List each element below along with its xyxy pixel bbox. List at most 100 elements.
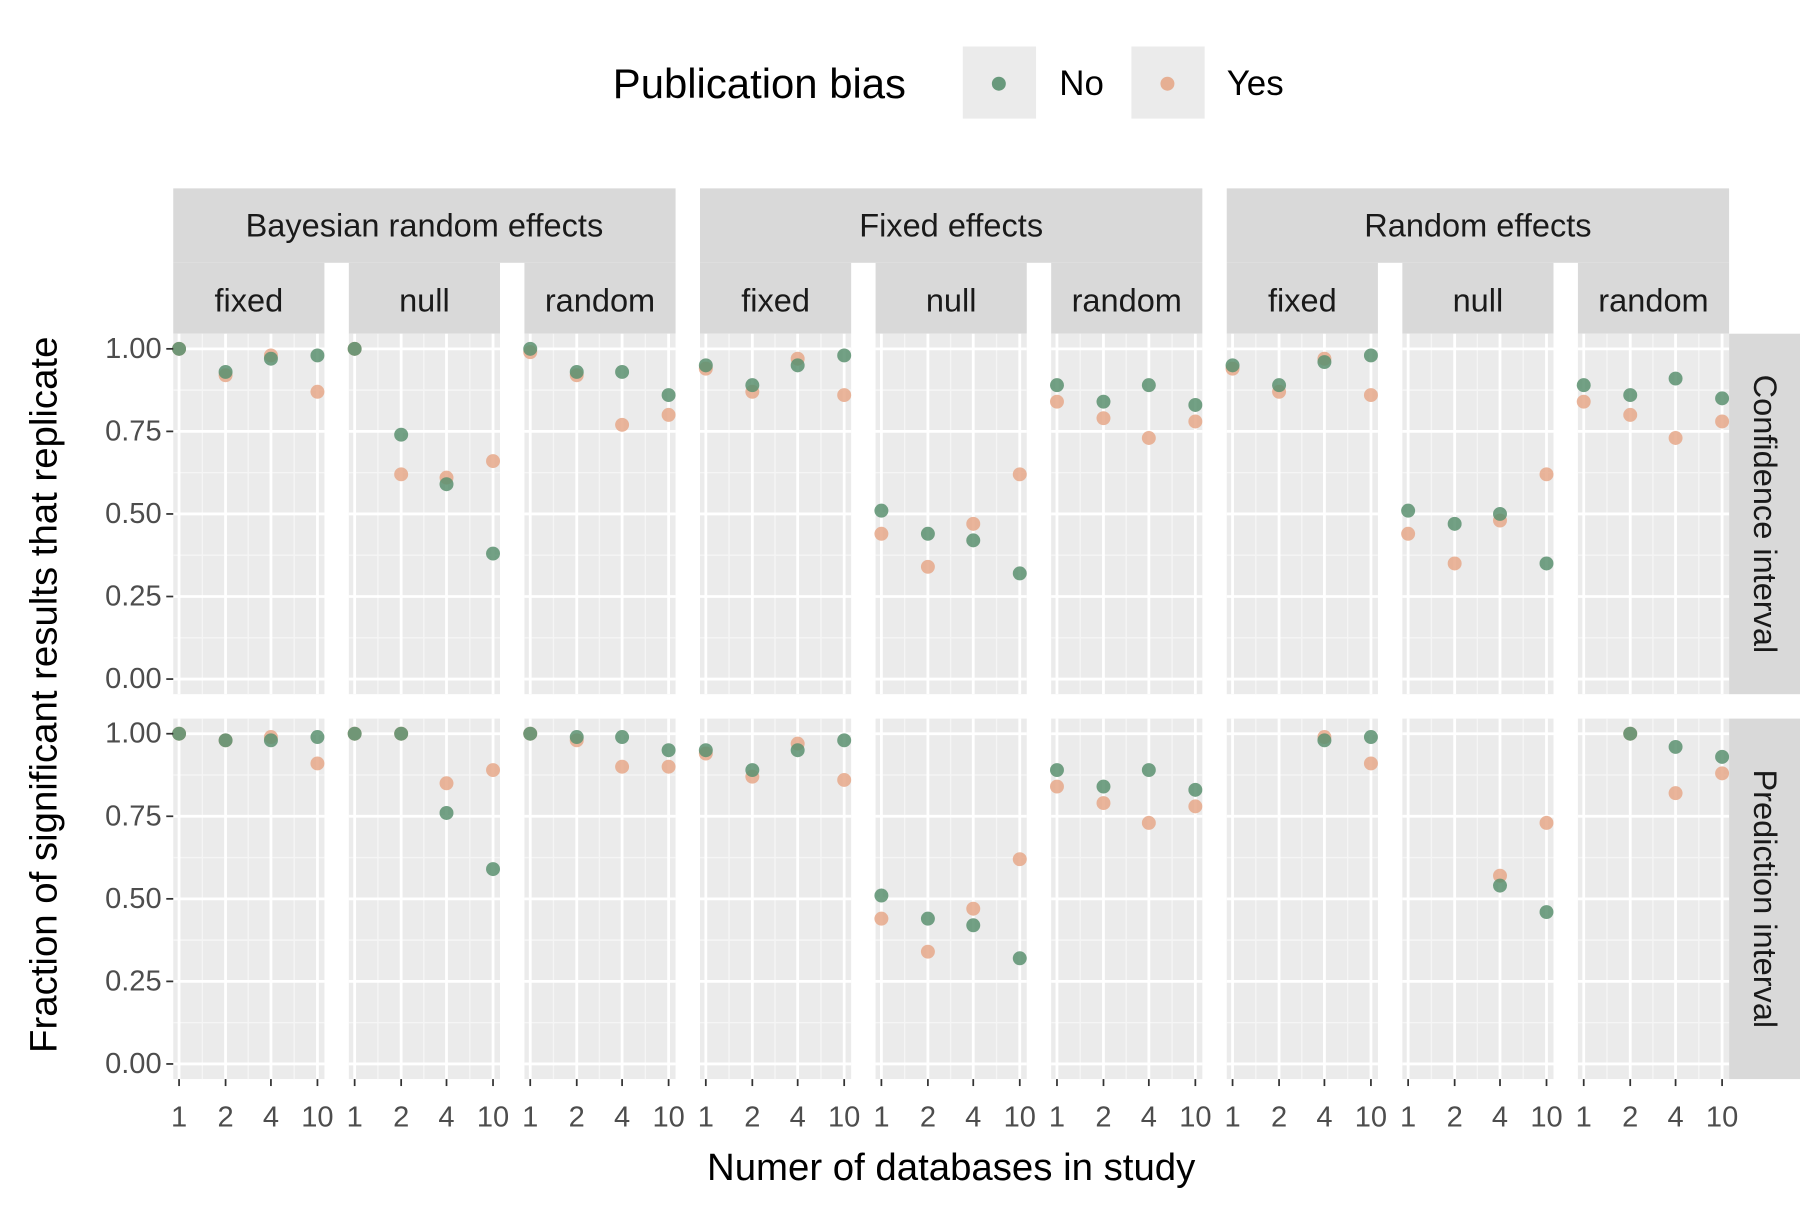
data-point-no [218,364,233,379]
data-point-no [745,378,760,393]
data-point-no [1188,398,1203,412]
data-point-yes [920,559,935,574]
data-point-yes [1539,815,1554,830]
x-tick-label: 1 [873,1101,889,1133]
data-point-no [439,477,454,492]
y-tick-label: 0.50 [105,883,162,915]
data-point-no [263,351,278,366]
data-point-no [486,862,500,877]
data-point-no [1715,749,1730,764]
data-point-yes [1493,868,1507,883]
data-point-no [1050,763,1064,778]
x-tick-label: 1 [1224,1101,1240,1133]
data-point-yes [1050,779,1064,794]
strip-subgroup-label: fixed [214,283,283,319]
x-tick-label: 10 [301,1101,333,1133]
data-point-no [837,733,852,748]
x-tick-label: 10 [1179,1101,1211,1133]
axes: 0.00 0.25 0.50 0.75 1.00 0.00 0.25 0.50 0.75 1.00… [105,333,1738,1134]
data-point-no [218,733,233,748]
x-tick-label: 10 [1530,1101,1562,1133]
data-point-yes [1447,556,1462,571]
data-point-no [1225,358,1240,373]
data-point-no [1623,388,1638,403]
x-tick-label: 2 [920,1101,936,1133]
data-point-no [1096,394,1111,409]
data-point-yes [1363,756,1378,771]
data-point-no [1272,378,1287,393]
data-point-no [439,806,454,820]
data-point-no [1668,739,1683,754]
data-point-no [920,911,935,926]
legend-title: Publication bias [613,60,906,107]
strip-group-bg [1226,188,1730,263]
strip-subgroup-label: null [1453,283,1504,319]
data-point-yes [1576,394,1591,409]
y-tick-label: 0.00 [105,663,162,695]
y-tick-label: 1.00 [105,333,162,365]
x-tick-label: 10 [652,1101,684,1133]
data-point-yes [837,388,852,403]
data-point-no [1493,878,1507,893]
data-point-yes [1668,431,1683,445]
x-tick-label: 1 [1576,1101,1592,1133]
data-point-no [966,918,981,933]
data-point-yes [874,911,889,926]
data-point-yes [920,944,935,959]
data-point-no [394,726,409,741]
data-point-no [874,888,889,903]
data-point-yes [837,772,852,787]
strip-group-bg [173,188,676,263]
x-tick-label: 4 [965,1101,981,1133]
data-point-no [1012,951,1027,966]
y-tick-label: 0.00 [105,1048,162,1080]
legend-point-no [991,76,1006,91]
strip-subgroup-bg [348,262,500,334]
data-point-no [698,358,713,373]
data-point-yes [1401,526,1416,541]
data-point-yes [966,516,981,531]
data-point-no [1401,503,1416,518]
data-point-no [745,763,760,778]
data-point-yes [1141,431,1156,445]
data-point-no [263,733,278,748]
strip-subgroup-label: random [1072,283,1182,319]
x-tick-label: 10 [1004,1101,1036,1133]
data-point-no [310,730,325,744]
data-point-no [615,364,630,379]
data-point-no [1363,348,1378,363]
data-point-yes [310,756,325,771]
data-point-no [698,743,713,758]
strip-subgroup-label: null [399,283,450,319]
data-point-no [172,341,187,356]
data-point-no [310,348,325,363]
data-point-no [1317,733,1332,748]
data-point-yes [1715,414,1730,429]
x-tick-label: 10 [477,1101,509,1133]
data-point-yes [486,763,500,778]
x-tick-label: 2 [1271,1101,1287,1133]
strip-group-label: Bayesian random effects [246,208,604,244]
data-point-no [966,533,981,548]
data-point-no [1012,566,1027,581]
data-point-yes [1012,467,1027,482]
x-tick-label: 2 [1095,1101,1111,1133]
data-point-yes [615,759,630,774]
strip-subgroup-bg [173,262,325,334]
x-tick-label: 10 [1355,1101,1387,1133]
data-point-yes [1188,414,1203,429]
data-point-no [661,388,676,403]
x-tick-label: 1 [698,1101,714,1133]
data-point-no [1493,506,1507,521]
strip-subgroup-bg [1577,262,1730,334]
x-tick-label: 4 [1141,1101,1157,1133]
x-tick-label: 10 [1706,1101,1738,1133]
x-tick-label: 2 [393,1101,409,1133]
x-tick-label: 2 [218,1101,234,1133]
data-point-no [1539,556,1554,571]
strip-subgroup-bg [1051,262,1203,334]
y-tick-label: 1.00 [105,718,162,750]
strip-row-label: Confidence interval [1747,375,1783,654]
y-tick-label: 0.75 [105,800,162,832]
legend-label-no: No [1059,64,1104,103]
